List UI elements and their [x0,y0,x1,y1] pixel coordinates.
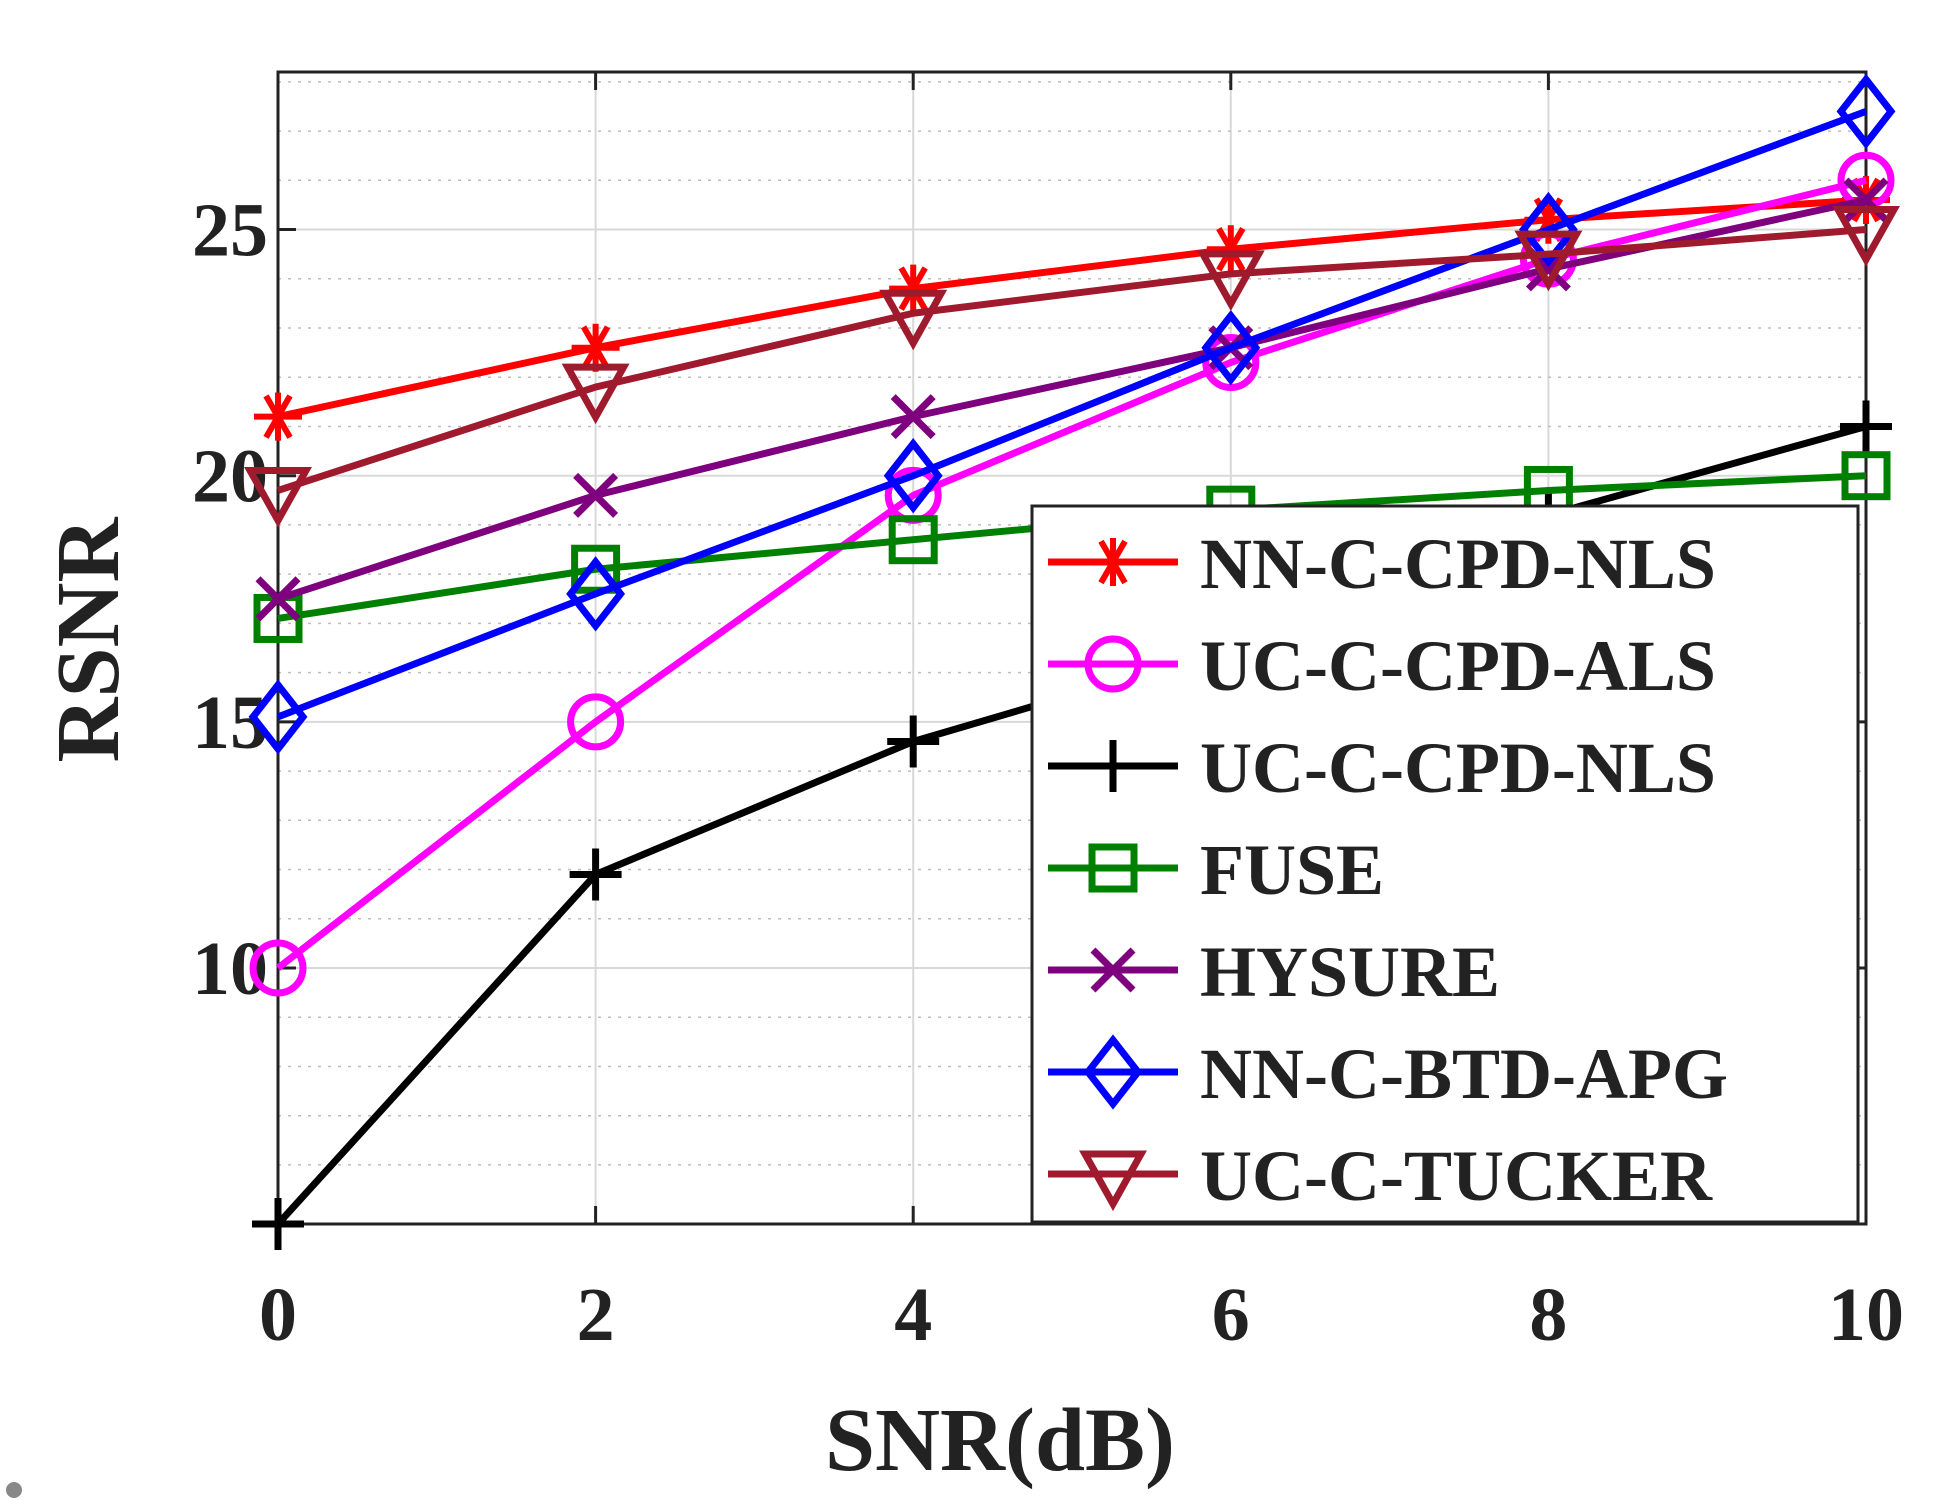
legend-label: FUSE [1200,830,1384,910]
x-tick-label: 0 [259,1273,297,1357]
data-point [255,576,301,622]
legend: NN-C-CPD-NLS UC-C-CPD-ALS UC-C-CPD-NLS FUSE… [1030,504,1860,1224]
legend-marker [1087,740,1139,792]
data-point [569,848,622,901]
legend-entry: FUSE [1048,830,1384,910]
data-point [252,1198,304,1250]
series-nn-c-cpd-nls [254,176,1890,441]
plot-area-frame [276,70,1868,1226]
legend-marker [1084,635,1142,693]
x-axis-title: SNR(dB) [825,1391,1175,1490]
data-point [249,939,307,997]
legend-box [1030,504,1860,1224]
legend-label: NN-C-CPD-NLS [1200,524,1716,604]
y-tick-label: 10 [192,927,268,1011]
data-point [561,363,630,425]
legend-marker [1083,1034,1143,1110]
data-point [1841,451,1891,501]
data-point [566,556,626,632]
series-line [276,226,1867,494]
series-uc-c-tucker [244,206,1900,528]
data-point [1518,191,1578,268]
x-tick-label: 8 [1529,1273,1567,1357]
x-tick-label: 2 [577,1273,615,1357]
legend-label: NN-C-BTD-APG [1200,1034,1728,1114]
data-point [1837,151,1895,209]
data-point [879,289,948,351]
y-tick-label: 25 [192,189,268,273]
legend-entry: NN-C-BTD-APG [1048,1034,1728,1114]
series-line [276,108,1868,721]
series-nn-c-btd-apg [248,73,1896,755]
data-point [883,438,943,514]
data-point [887,715,940,768]
data-point [1202,333,1260,391]
data-point [890,394,936,440]
data-point [1836,73,1896,150]
data-point [1514,230,1583,292]
legend-entry: UC-C-CPD-NLS [1048,728,1716,808]
legend-label: HYSURE [1200,932,1500,1012]
legend-marker [1090,947,1136,993]
data-point [888,515,938,565]
data-point [573,472,619,518]
series-lines [244,73,1900,1250]
legend-marker [1079,1150,1147,1212]
legend-entry: HYSURE [1048,932,1500,1012]
data-point [1206,225,1255,274]
legend-marker [1088,843,1138,893]
x-tick-label: 10 [1828,1273,1904,1357]
data-point [889,264,938,313]
corner-dot [6,1482,22,1498]
legend-label: UC-C-CPD-ALS [1200,626,1716,706]
data-point [248,679,308,755]
legend-entry: NN-C-CPD-NLS [1048,524,1716,604]
series-line [276,196,1867,603]
series-line [277,196,1867,421]
y-axis-title: RSNR [39,516,138,762]
data-point [244,466,312,528]
legend-entry: UC-C-TUCKER [1048,1136,1713,1216]
data-point [1832,206,1900,267]
data-point [1840,400,1892,453]
legend-label: UC-C-CPD-NLS [1200,728,1716,808]
x-tick-label: 6 [1212,1273,1250,1357]
data-point [567,693,625,751]
x-tick-label: 4 [894,1273,932,1357]
data-point [1196,250,1265,312]
legend-entry: UC-C-CPD-ALS [1048,626,1716,706]
series-line [275,176,1867,971]
data-point [1201,310,1261,386]
data-point [254,392,302,441]
legend-marker [1089,538,1137,586]
legend-label: UC-C-TUCKER [1200,1136,1713,1216]
data-point [1843,177,1889,223]
